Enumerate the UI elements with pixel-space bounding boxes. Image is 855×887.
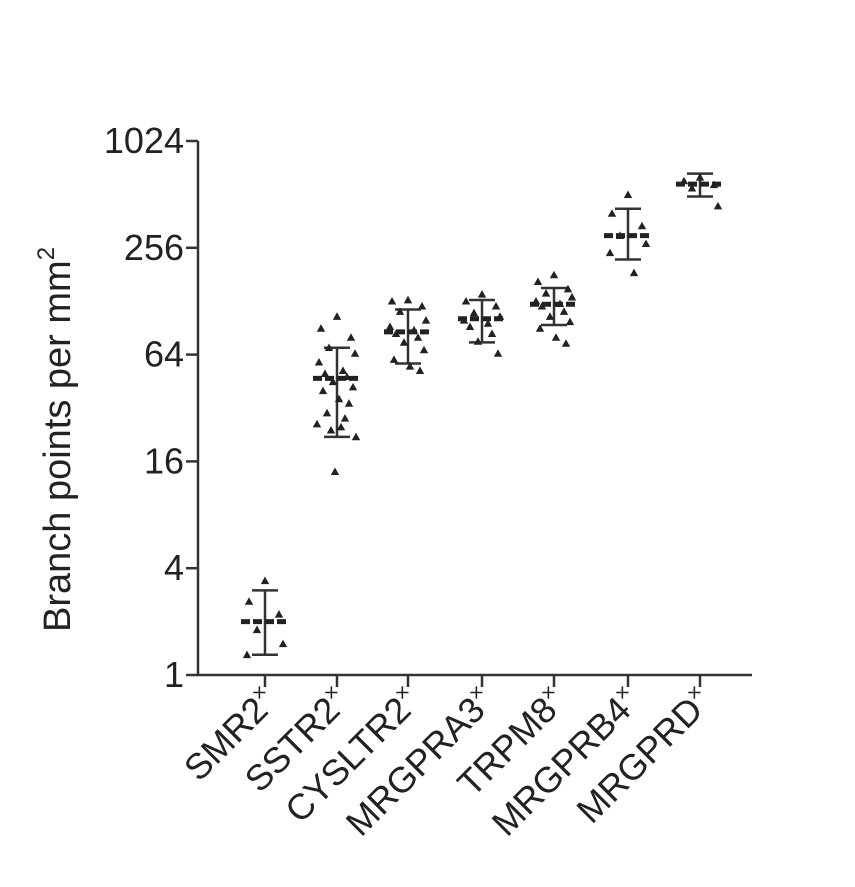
data-point (417, 301, 427, 310)
group-smr2 (241, 576, 289, 687)
y-tick-label: 1 (164, 654, 184, 695)
data-point (278, 639, 288, 648)
data-point (330, 467, 340, 476)
data-point (419, 345, 429, 354)
data-point (461, 297, 471, 305)
data-point (344, 399, 354, 407)
data-point (334, 394, 344, 403)
data-point (551, 333, 561, 341)
data-point (477, 290, 487, 298)
data-point (623, 190, 633, 199)
data-point (541, 289, 551, 297)
data-point (322, 408, 332, 417)
data-point (465, 322, 475, 331)
y-tick-label: 4 (164, 547, 184, 588)
data-point (709, 180, 719, 189)
y-tick-label: 16 (144, 440, 184, 481)
data-point (473, 337, 483, 345)
data-point (324, 343, 334, 352)
data-point (399, 338, 409, 346)
data-point (403, 295, 413, 304)
data-point (395, 307, 405, 315)
data-point (695, 173, 705, 181)
data-point (260, 576, 270, 585)
data-point (318, 386, 328, 395)
axes (196, 141, 752, 677)
data-point (326, 425, 336, 434)
data-point (549, 270, 559, 279)
data-point (535, 324, 545, 332)
group-mrgprd (676, 172, 724, 687)
data-point (320, 369, 330, 377)
data-point (421, 316, 431, 324)
data-point (641, 239, 651, 248)
data-point (559, 307, 569, 315)
y-tick-label: 1024 (104, 120, 184, 161)
data-point (415, 366, 425, 374)
data-point (409, 325, 419, 334)
data-point (413, 333, 423, 341)
data-point (274, 610, 284, 618)
data-point (555, 299, 565, 308)
y-tick-label: 256 (124, 227, 184, 268)
data-point (533, 277, 543, 285)
data-point (346, 333, 356, 341)
data-point (531, 297, 541, 305)
group-cysltr2 (384, 295, 432, 687)
x-tick-labels: SMR2×SSTR2×CYSLTR2×MRGPRA3×TRPM8×MRGPRB4… (176, 679, 711, 844)
group-trpm8 (530, 270, 578, 687)
data-point (483, 319, 493, 327)
y-axis-title: Branch points per mm2 (33, 247, 79, 632)
group-mrgprb4 (604, 190, 652, 687)
data-point (391, 329, 401, 338)
data-point (607, 209, 617, 217)
data-point (713, 201, 723, 210)
data-point (679, 176, 689, 185)
data-point (487, 329, 497, 338)
data-point (495, 312, 505, 320)
data-point (340, 414, 350, 422)
data-point (338, 366, 348, 374)
data-point (252, 625, 262, 634)
group-mrgpra3 (458, 290, 506, 687)
data-point (328, 377, 338, 386)
data-point (637, 221, 647, 230)
data-point (629, 268, 639, 277)
data-point (348, 382, 358, 391)
data-point (312, 419, 322, 428)
data-point (244, 597, 254, 605)
data-point (563, 284, 573, 293)
data-point (387, 297, 397, 305)
y-ticks: 1 4 16 64 256 1024 (104, 120, 198, 695)
data-point (561, 339, 571, 347)
group-sstr2 (312, 312, 361, 687)
data-point (405, 362, 415, 370)
data-point (491, 301, 501, 310)
data-point (342, 372, 352, 381)
data-point (336, 422, 346, 431)
data-point (459, 316, 469, 324)
data-point (545, 312, 555, 320)
data-point (316, 324, 326, 332)
data-point (687, 183, 697, 192)
data-point (389, 355, 399, 363)
y-tick-label: 64 (144, 334, 184, 375)
data-point (314, 357, 324, 366)
data-point (332, 312, 342, 320)
data-point (350, 349, 360, 357)
data-point (242, 650, 252, 659)
data-point (385, 322, 395, 331)
data-point (351, 432, 361, 441)
data-point (565, 317, 575, 326)
data-groups (241, 172, 724, 687)
data-point (537, 301, 547, 310)
data-point (605, 248, 615, 257)
data-point (567, 292, 577, 301)
data-point (493, 349, 503, 357)
data-point (469, 308, 479, 317)
data-point (615, 231, 625, 239)
